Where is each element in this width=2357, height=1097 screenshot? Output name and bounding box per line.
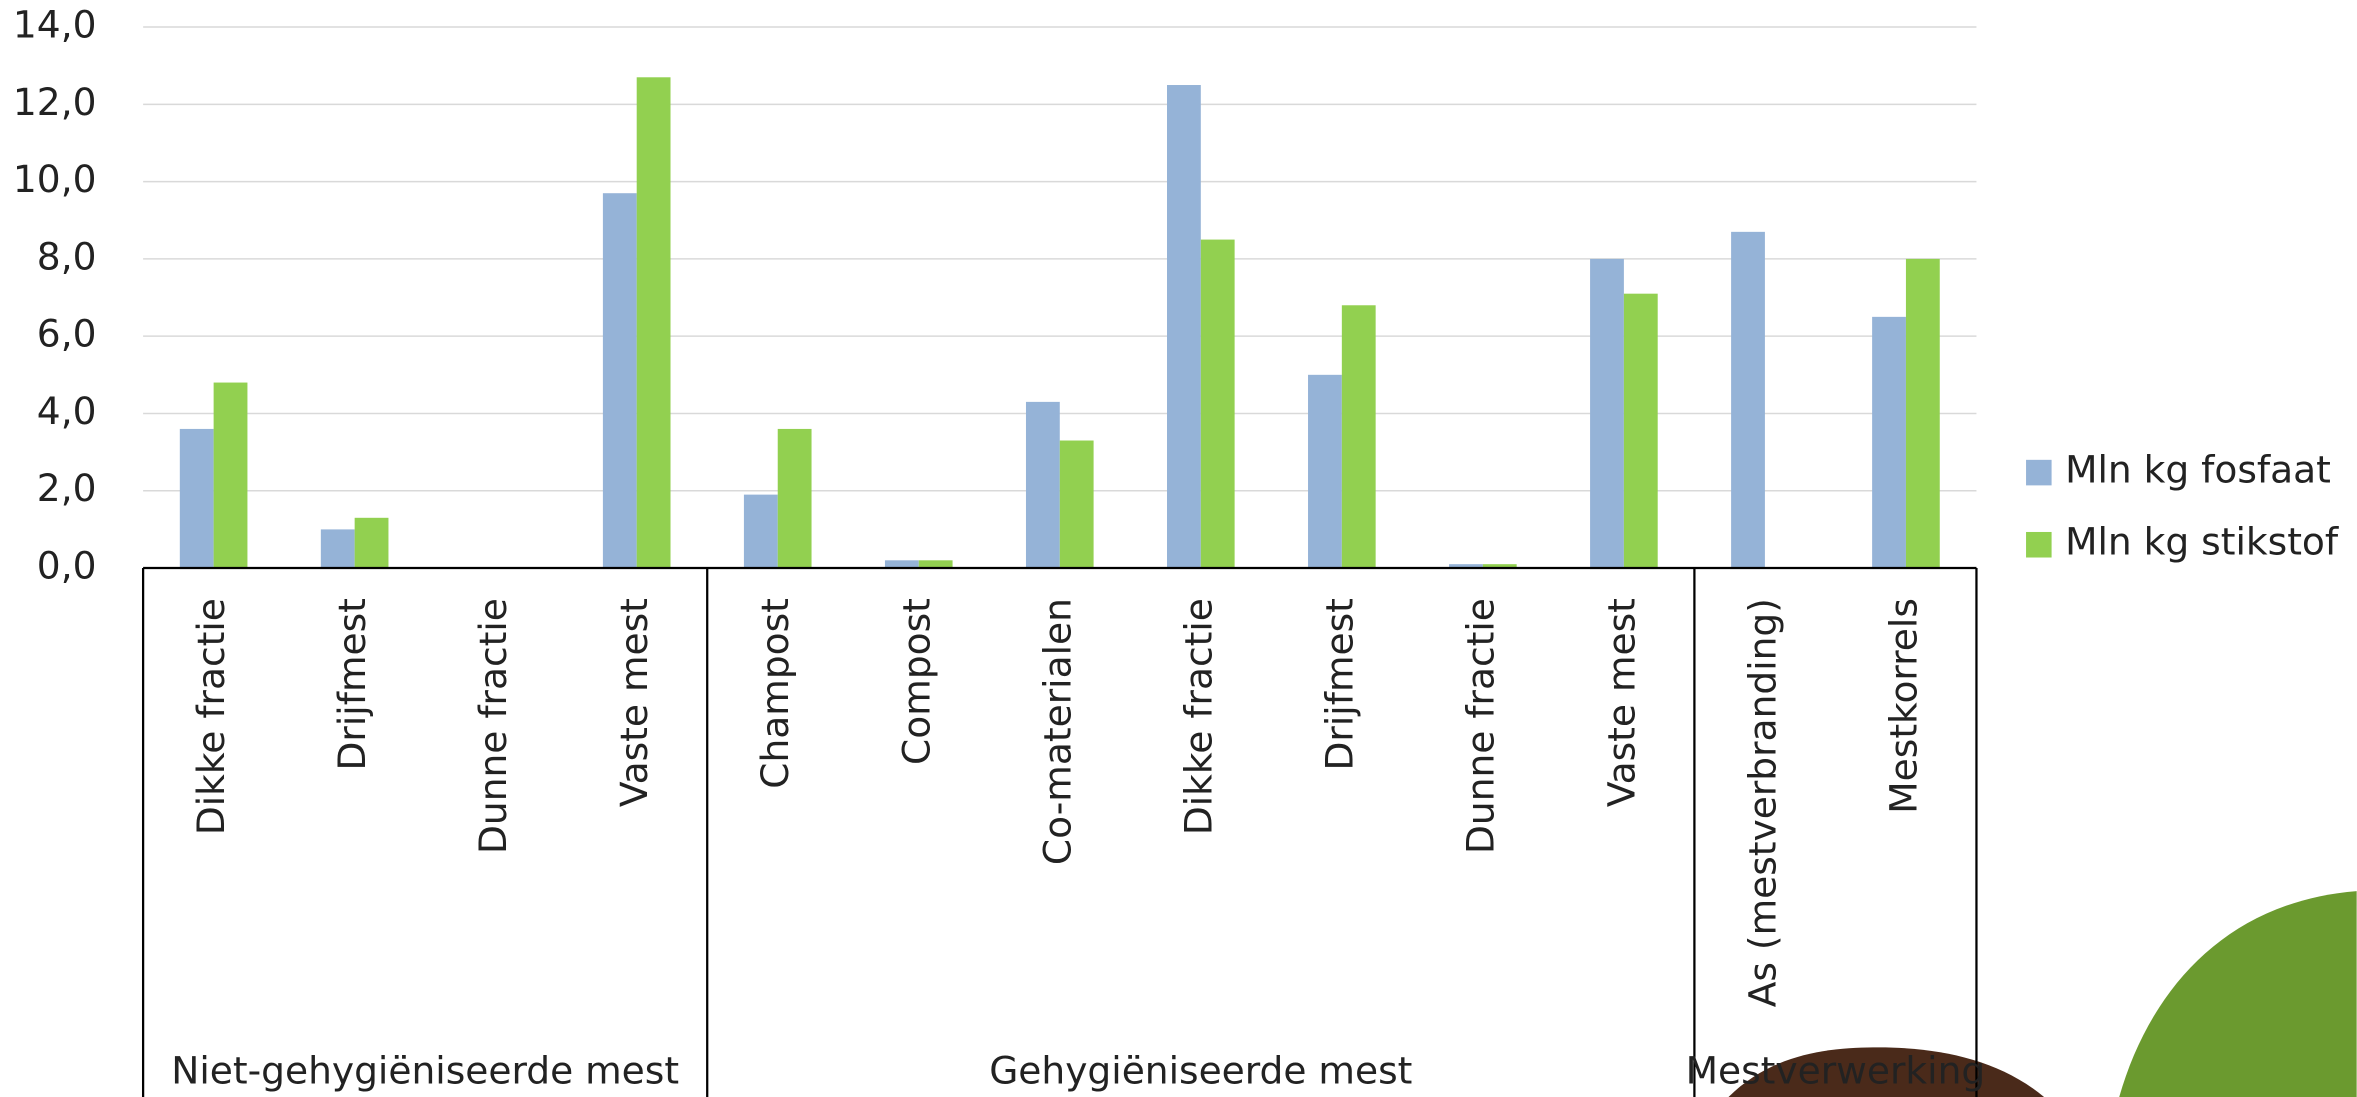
bar xyxy=(1872,316,1906,569)
bar xyxy=(320,529,355,569)
bar xyxy=(1308,374,1342,569)
x-tick-label: Mestkorrels xyxy=(1881,598,1925,814)
legend-swatch xyxy=(2026,459,2052,486)
bar xyxy=(1590,258,1624,569)
x-tick-label: Drijfmest xyxy=(1317,598,1361,770)
group-label: Niet-gehygiëniseerde mest xyxy=(171,1048,679,1092)
bar xyxy=(918,560,953,569)
bar xyxy=(1341,305,1376,569)
x-tick-label: Drijfmest xyxy=(330,598,374,770)
legend-label: Mln kg stikstof xyxy=(2065,519,2339,563)
bar xyxy=(1166,85,1201,569)
bar xyxy=(1482,564,1517,569)
y-tick-label: 14,0 xyxy=(13,3,97,47)
x-tick-label: As (mestverbranding) xyxy=(1740,598,1784,1007)
y-tick-label: 12,0 xyxy=(13,80,97,124)
x-tick-label: Dikke fractie xyxy=(189,598,233,835)
group-label: Mestverwerking xyxy=(1686,1048,1986,1092)
bar xyxy=(777,428,812,569)
x-tick-label: Dikke fractie xyxy=(1176,598,1220,835)
bar xyxy=(1059,440,1094,569)
x-tick-label: Dunne fractie xyxy=(471,598,515,854)
bar xyxy=(1200,239,1235,569)
bar xyxy=(1449,564,1483,569)
decoration xyxy=(2119,891,2357,1097)
decoration xyxy=(1728,1047,2045,1097)
bar xyxy=(1025,401,1060,569)
bar xyxy=(884,560,919,569)
x-tick-label: Vaste mest xyxy=(1599,598,1643,807)
y-tick-label: 2,0 xyxy=(37,466,97,510)
y-tick-label: 6,0 xyxy=(37,312,97,356)
bar xyxy=(636,77,671,569)
bar xyxy=(1623,293,1658,569)
legend-label: Mln kg fosfaat xyxy=(2065,447,2331,491)
y-tick-label: 10,0 xyxy=(13,157,97,201)
bar xyxy=(213,382,248,569)
y-tick-label: 4,0 xyxy=(37,389,97,433)
x-tick-label: Compost xyxy=(894,598,938,765)
x-tick-label: Dunne fractie xyxy=(1458,598,1502,854)
y-tick-label: 0,0 xyxy=(37,544,97,588)
x-tick-label: Champost xyxy=(753,598,797,789)
bar xyxy=(602,193,637,569)
x-tick-label: Vaste mest xyxy=(612,598,656,807)
bar xyxy=(743,494,778,569)
bar xyxy=(1731,231,1765,569)
bar xyxy=(354,517,389,569)
group-label: Gehygiëniseerde mest xyxy=(989,1048,1412,1092)
y-tick-label: 8,0 xyxy=(37,234,97,278)
x-tick-label: Co-materialen xyxy=(1035,598,1079,865)
legend-swatch xyxy=(2026,531,2052,558)
bar xyxy=(179,428,214,569)
bar xyxy=(1905,258,1940,569)
